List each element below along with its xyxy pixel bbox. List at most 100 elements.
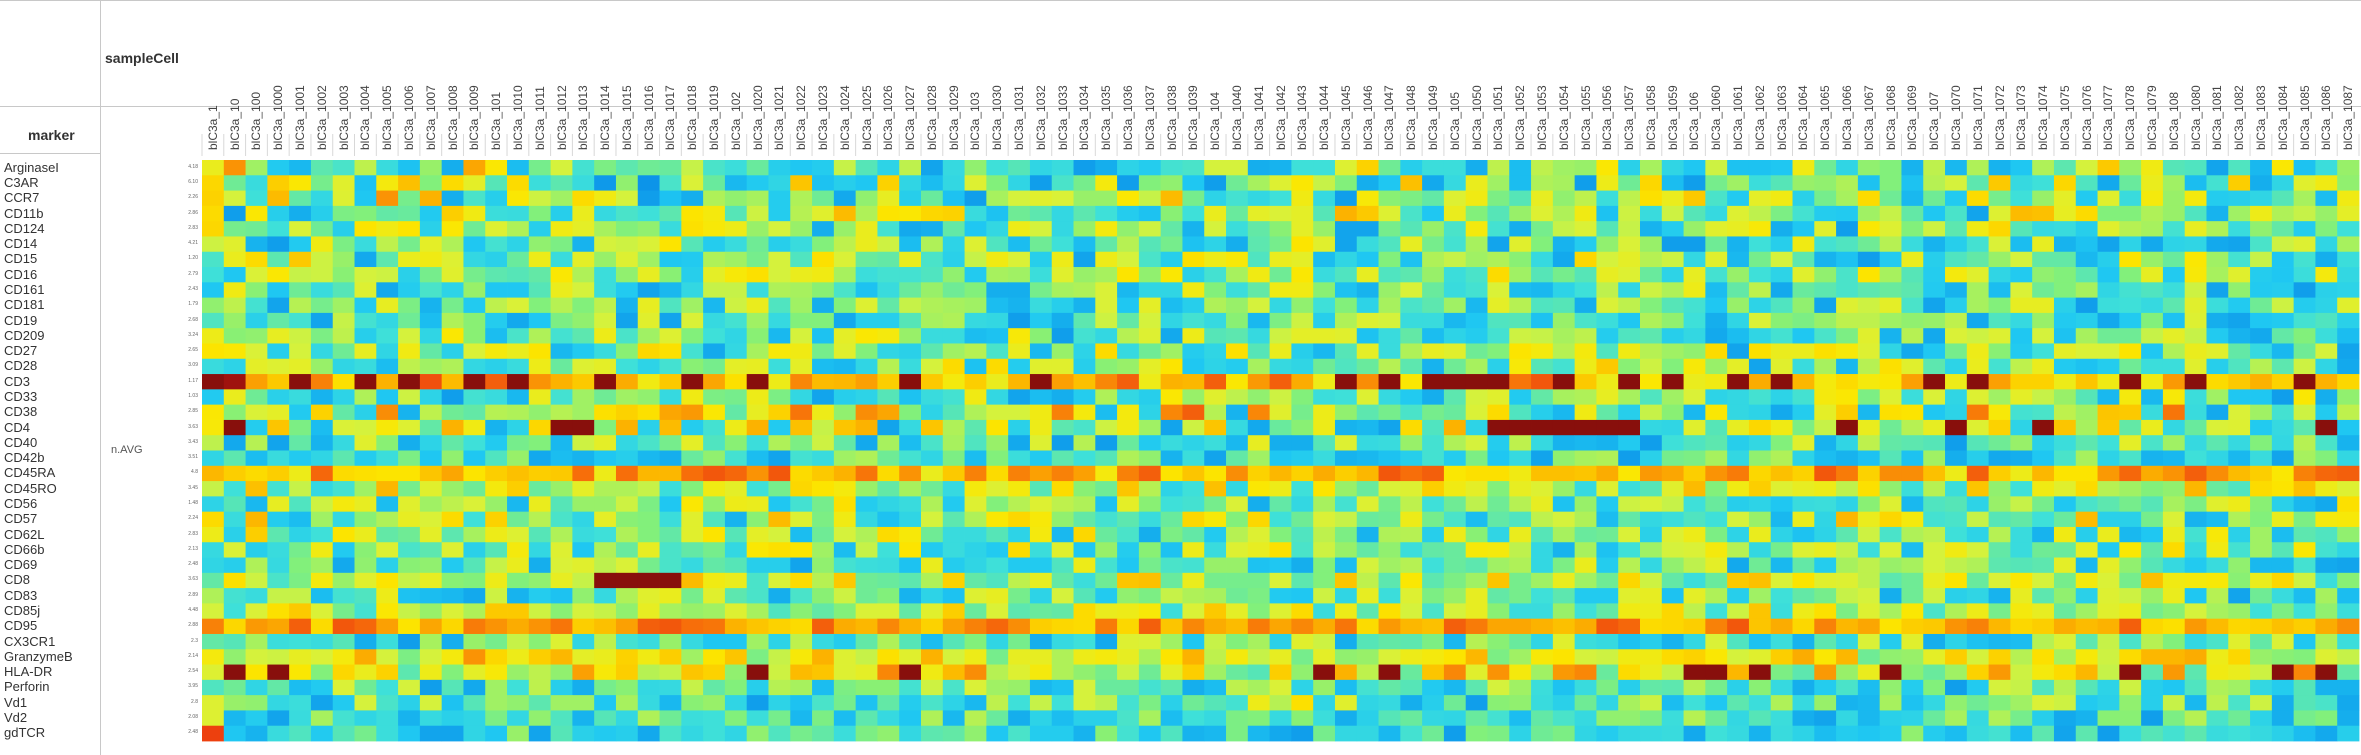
heatmap-cell bbox=[398, 221, 421, 237]
heatmap-cell bbox=[2337, 572, 2360, 589]
heatmap-cell bbox=[528, 328, 552, 344]
heatmap-cell bbox=[2097, 389, 2120, 406]
heatmap-cell bbox=[267, 205, 290, 222]
heatmap-cell bbox=[1313, 679, 1336, 696]
heatmap-cell bbox=[1029, 160, 1053, 176]
heatmap-cell bbox=[2315, 358, 2338, 375]
heatmap-cell bbox=[790, 481, 813, 497]
heatmap-cell bbox=[594, 465, 617, 482]
heatmap-cell bbox=[1988, 267, 2011, 283]
heatmap-cell bbox=[1661, 572, 1684, 589]
heatmap-cell bbox=[354, 603, 377, 620]
heatmap-cell bbox=[986, 618, 1009, 635]
heatmap-cell bbox=[1051, 542, 1074, 558]
heatmap-cell bbox=[1226, 160, 1249, 176]
heatmap-cell bbox=[485, 618, 508, 635]
heatmap-cell bbox=[921, 190, 944, 207]
heatmap-cell bbox=[1552, 725, 1576, 742]
heatmap-cell bbox=[485, 419, 508, 436]
heatmap-cell bbox=[2097, 588, 2120, 604]
heatmap-cell bbox=[1923, 190, 1946, 207]
heatmap-cell bbox=[332, 312, 355, 329]
heatmap-cell bbox=[2228, 496, 2251, 513]
heatmap-cell bbox=[812, 633, 835, 650]
heatmap-cell bbox=[485, 282, 508, 299]
heatmap-cell bbox=[681, 236, 704, 253]
heatmap-cell bbox=[790, 618, 813, 635]
heatmap-cell bbox=[1204, 282, 1227, 299]
heatmap-cell bbox=[550, 496, 573, 513]
heatmap-cell bbox=[1879, 343, 1902, 360]
row-max-label: 6.10 bbox=[188, 178, 198, 185]
heatmap-cell bbox=[1422, 312, 1445, 329]
heatmap-cell bbox=[2293, 282, 2316, 299]
heatmap-cell bbox=[2293, 236, 2316, 253]
heatmap-cell bbox=[1269, 526, 1292, 543]
heatmap-cell bbox=[1945, 160, 1968, 176]
heatmap-cell bbox=[1879, 695, 1902, 711]
heatmap-cell bbox=[1160, 160, 1183, 176]
heatmap-cell bbox=[419, 679, 443, 696]
heatmap-cell bbox=[507, 297, 530, 314]
heatmap-cell bbox=[1226, 511, 1249, 528]
heatmap-cell bbox=[2184, 695, 2207, 711]
heatmap-cell bbox=[1226, 389, 1249, 406]
heatmap-cell bbox=[2053, 190, 2077, 207]
heatmap-cell bbox=[2293, 526, 2316, 543]
heatmap-cell bbox=[1313, 710, 1336, 727]
heatmap-cell bbox=[1683, 236, 1706, 253]
heatmap-cell bbox=[2228, 603, 2251, 620]
heatmap-cell bbox=[1574, 450, 1597, 467]
heatmap-cell bbox=[877, 542, 900, 558]
heatmap-cell bbox=[833, 511, 857, 528]
heatmap-cell bbox=[681, 435, 704, 451]
heatmap-cell bbox=[790, 511, 813, 528]
heatmap-cell bbox=[2271, 679, 2295, 696]
heatmap-cell bbox=[1836, 496, 1859, 513]
heatmap-cell bbox=[1073, 343, 1096, 360]
heatmap-cell bbox=[2271, 419, 2295, 436]
heatmap-cell bbox=[790, 343, 813, 360]
heatmap-cell bbox=[245, 221, 268, 237]
heatmap-cell bbox=[1531, 526, 1554, 543]
heatmap-cell bbox=[1661, 695, 1684, 711]
label-column-divider bbox=[100, 0, 101, 755]
heatmap-cell bbox=[877, 328, 900, 344]
heatmap-cell bbox=[267, 450, 290, 467]
heatmap-cell bbox=[1705, 572, 1728, 589]
heatmap-cell bbox=[310, 679, 334, 696]
heatmap-cell bbox=[2141, 343, 2164, 360]
heatmap-cell bbox=[1705, 160, 1728, 176]
heatmap-cell bbox=[550, 236, 573, 253]
heatmap-cell bbox=[942, 190, 965, 207]
heatmap-cell bbox=[1400, 282, 1423, 299]
heatmap-cell bbox=[1879, 282, 1902, 299]
heatmap-cell bbox=[2271, 297, 2295, 314]
heatmap-cell bbox=[1008, 572, 1031, 589]
heatmap-cell bbox=[398, 664, 421, 681]
heatmap-cell bbox=[986, 297, 1009, 314]
heatmap-cell bbox=[1661, 511, 1684, 528]
heatmap-cell bbox=[1879, 205, 1902, 222]
heatmap-cell bbox=[1400, 404, 1423, 421]
heatmap-cell bbox=[398, 175, 421, 191]
heatmap-cell bbox=[2250, 374, 2273, 390]
heatmap-cell bbox=[724, 695, 748, 711]
heatmap-cell bbox=[1226, 282, 1249, 299]
heatmap-cell bbox=[1117, 251, 1140, 268]
heatmap-cell bbox=[2206, 205, 2229, 222]
heatmap-cell bbox=[354, 160, 377, 176]
row-max-label: 3.09 bbox=[188, 362, 198, 369]
heatmap-cell bbox=[615, 710, 639, 727]
heatmap-cell bbox=[1291, 435, 1314, 451]
heatmap-cell bbox=[1008, 695, 1031, 711]
heatmap-cell bbox=[289, 328, 312, 344]
heatmap-cell bbox=[1509, 542, 1532, 558]
header-row-divider bbox=[0, 106, 2361, 107]
heatmap-cell bbox=[1247, 282, 1271, 299]
heatmap-cell bbox=[812, 404, 835, 421]
heatmap-cell bbox=[1705, 633, 1728, 650]
heatmap-cell bbox=[1945, 312, 1968, 329]
heatmap-cell bbox=[681, 343, 704, 360]
heatmap-cell bbox=[289, 557, 312, 574]
